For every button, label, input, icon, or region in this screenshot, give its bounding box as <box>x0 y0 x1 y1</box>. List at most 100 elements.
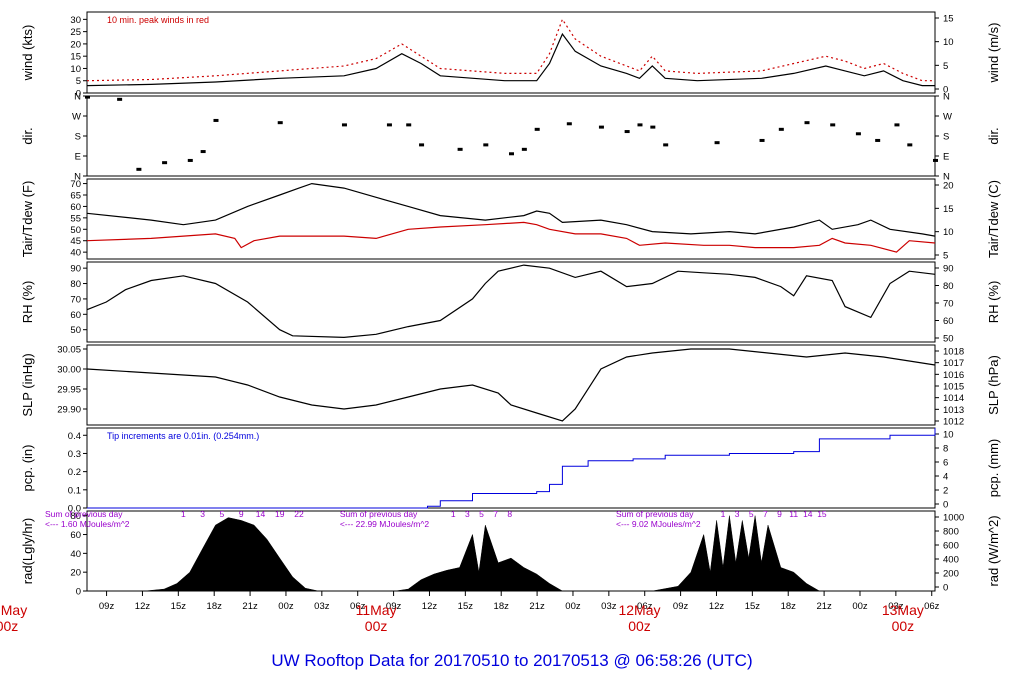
precip-line <box>87 428 936 509</box>
left-tick-label: S <box>75 132 81 143</box>
y-axis-label-right: wind (m/s) <box>986 23 1001 84</box>
dir-point <box>637 123 643 127</box>
series-line-0 <box>86 264 936 339</box>
dir-point <box>483 143 489 147</box>
dir-point <box>804 121 810 125</box>
partial-day-label: May <box>1 602 27 618</box>
left-tick-label: 0 <box>76 587 81 598</box>
left-tick-label: 90 <box>70 264 81 275</box>
right-tick-label: 0 <box>943 583 948 594</box>
hour-marker: 22 <box>294 509 304 519</box>
y-axis-label-right: dir. <box>986 127 1001 144</box>
right-tick-label: 10 <box>943 227 954 238</box>
right-tick-label: 5 <box>943 61 948 72</box>
left-tick-label: 30.00 <box>57 365 81 376</box>
right-tick-label: 0 <box>943 85 948 96</box>
right-tick-label: 2 <box>943 486 948 497</box>
right-tick-label: 0 <box>943 500 948 511</box>
panel-pcp: 0.0 0.1 0.2 0.3 0.4 0 2 4 6 8 10 pcp. (in) pcp. (mm)… <box>20 427 1001 515</box>
left-tick-label: N <box>74 172 81 183</box>
right-tick-label: 1017 <box>943 358 964 369</box>
left-tick-label: 65 <box>70 191 81 202</box>
x-tick-label: 21z <box>816 601 832 612</box>
right-tick-label: 1000 <box>943 513 964 524</box>
series-line-0 <box>86 182 936 237</box>
dir-point <box>714 141 720 145</box>
x-tick-label: 00z <box>565 601 581 612</box>
right-tick-label: 6 <box>943 458 948 469</box>
hour-marker: 7 <box>763 509 768 519</box>
left-tick-label: 50 <box>70 225 81 236</box>
left-tick-label: 60 <box>70 530 81 541</box>
dir-point <box>855 132 861 136</box>
dir-point <box>419 143 425 147</box>
left-tick-label: 15 <box>70 52 81 63</box>
dir-point <box>933 158 938 162</box>
dir-point <box>136 167 142 171</box>
panel-rh: 50 60 70 80 90 50 60 70 80 90 RH (%) RH (%) <box>20 261 1001 345</box>
left-tick-label: 29.90 <box>57 405 81 416</box>
y-axis-label: RH (%) <box>20 281 35 324</box>
dir-point <box>200 150 206 154</box>
sum-label: Sum of previous day <box>340 509 418 519</box>
panel-annotation: 10 min. peak winds in red <box>107 15 209 25</box>
dir-point <box>406 123 412 127</box>
dir-point <box>624 130 630 134</box>
hour-marker: 3 <box>735 509 740 519</box>
right-tick-label: 90 <box>943 264 954 275</box>
dir-point <box>598 125 604 129</box>
x-axis: 09z 12z 15z 18z 21z 00z 03z 06z 09z 12z 15z 18z 21z 0… <box>0 591 940 634</box>
day-label: 11May <box>356 602 397 618</box>
x-tick-label: 00z <box>278 601 294 612</box>
right-tick-label: 400 <box>943 555 959 566</box>
x-tick-label: 21z <box>242 601 258 612</box>
left-tick-label: 80 <box>70 511 81 522</box>
dir-point <box>162 161 168 165</box>
dir-point <box>341 123 347 127</box>
dir-point <box>778 127 784 131</box>
x-tick-label: 12z <box>422 601 438 612</box>
left-tick-label: 30.05 <box>57 345 81 356</box>
left-tick-label: 30 <box>70 15 81 26</box>
hour-marker: 14 <box>256 509 266 519</box>
right-tick-label: 1015 <box>943 382 964 393</box>
y-axis-label: rad(Lgly/hr) <box>20 518 35 584</box>
hour-marker: 9 <box>239 509 244 519</box>
x-tick-label: 03z <box>601 601 617 612</box>
panel-slp: 29.90 29.95 30.00 30.05 10121013101410151016… <box>20 344 1001 428</box>
radiation-area <box>144 515 821 592</box>
x-tick-label: 00z <box>852 601 868 612</box>
day-time-label: 00z <box>365 618 388 634</box>
right-tick-label: 50 <box>943 334 954 345</box>
right-tick-label: 600 <box>943 541 959 552</box>
dir-point <box>509 152 514 156</box>
right-tick-label: 80 <box>943 281 954 292</box>
panel-frame <box>86 11 936 94</box>
dir-point <box>213 118 219 122</box>
x-tick-label: 15z <box>171 601 187 612</box>
right-tick-label: 1018 <box>943 347 964 358</box>
right-tick-label: 1012 <box>943 417 964 428</box>
sum-label: Sum of previous day <box>616 509 694 519</box>
x-tick-label: 18z <box>781 601 797 612</box>
left-tick-label: 5 <box>76 76 81 87</box>
left-tick-label: 20 <box>70 39 81 50</box>
right-tick-label: 20 <box>943 181 954 192</box>
left-tick-label: 0.4 <box>68 431 81 442</box>
panel-frame <box>86 95 936 177</box>
left-tick-label: 60 <box>70 310 81 321</box>
right-tick-label: W <box>943 112 952 123</box>
x-tick-label: 15z <box>458 601 474 612</box>
right-tick-label: S <box>943 132 949 143</box>
y-axis-label: Tair/Tdew (F) <box>20 181 35 258</box>
dir-point <box>521 147 527 151</box>
right-tick-label: 70 <box>943 299 954 310</box>
right-tick-label: 15 <box>943 14 954 25</box>
right-tick-label: N <box>943 92 950 103</box>
footer-title: UW Rooftop Data for 20170510 to 20170513… <box>271 651 752 670</box>
series-line-1 <box>86 221 936 253</box>
panel-frame <box>86 178 936 260</box>
dir-point <box>830 123 836 127</box>
day-label: 13May <box>882 602 924 618</box>
hour-marker: 3 <box>465 509 470 519</box>
